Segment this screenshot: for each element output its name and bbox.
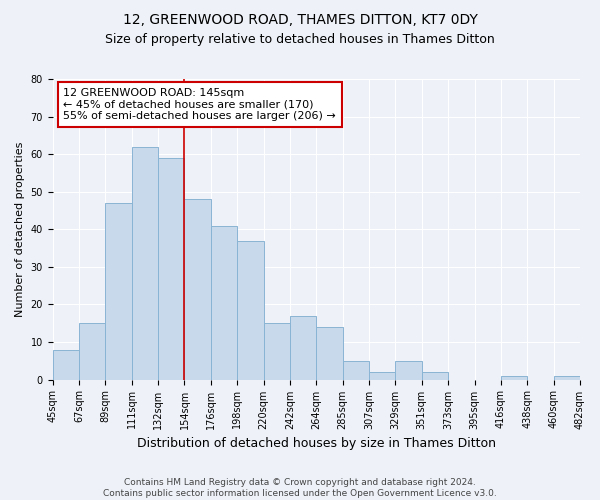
Text: Contains HM Land Registry data © Crown copyright and database right 2024.
Contai: Contains HM Land Registry data © Crown c… — [103, 478, 497, 498]
Bar — [158, 158, 184, 380]
Bar — [501, 376, 527, 380]
Bar — [422, 372, 448, 380]
Bar — [211, 226, 237, 380]
Bar — [343, 361, 369, 380]
Bar — [237, 240, 263, 380]
Text: 12, GREENWOOD ROAD, THAMES DITTON, KT7 0DY: 12, GREENWOOD ROAD, THAMES DITTON, KT7 0… — [122, 12, 478, 26]
Y-axis label: Number of detached properties: Number of detached properties — [15, 142, 25, 317]
Bar — [184, 199, 211, 380]
Bar — [53, 350, 79, 380]
Bar — [106, 203, 132, 380]
Bar — [316, 327, 343, 380]
Bar — [369, 372, 395, 380]
X-axis label: Distribution of detached houses by size in Thames Ditton: Distribution of detached houses by size … — [137, 437, 496, 450]
Bar — [132, 146, 158, 380]
Bar — [554, 376, 580, 380]
Bar — [263, 323, 290, 380]
Bar — [290, 316, 316, 380]
Text: Size of property relative to detached houses in Thames Ditton: Size of property relative to detached ho… — [105, 32, 495, 46]
Bar — [395, 361, 422, 380]
Bar — [79, 323, 106, 380]
Text: 12 GREENWOOD ROAD: 145sqm
← 45% of detached houses are smaller (170)
55% of semi: 12 GREENWOOD ROAD: 145sqm ← 45% of detac… — [63, 88, 336, 121]
